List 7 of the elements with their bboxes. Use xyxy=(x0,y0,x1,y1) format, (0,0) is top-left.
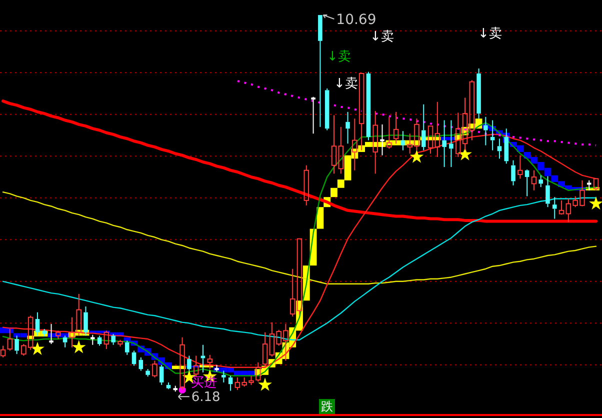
annotation: ↓卖 xyxy=(478,26,502,42)
annotation: 6.18 xyxy=(191,390,220,406)
annotation: 买进 xyxy=(191,376,217,391)
annotation: ↓卖 xyxy=(327,50,351,65)
annotation: ↓卖 xyxy=(334,76,358,92)
annotation: ↓卖 xyxy=(370,30,394,45)
annotation: 10.69 xyxy=(336,12,376,28)
